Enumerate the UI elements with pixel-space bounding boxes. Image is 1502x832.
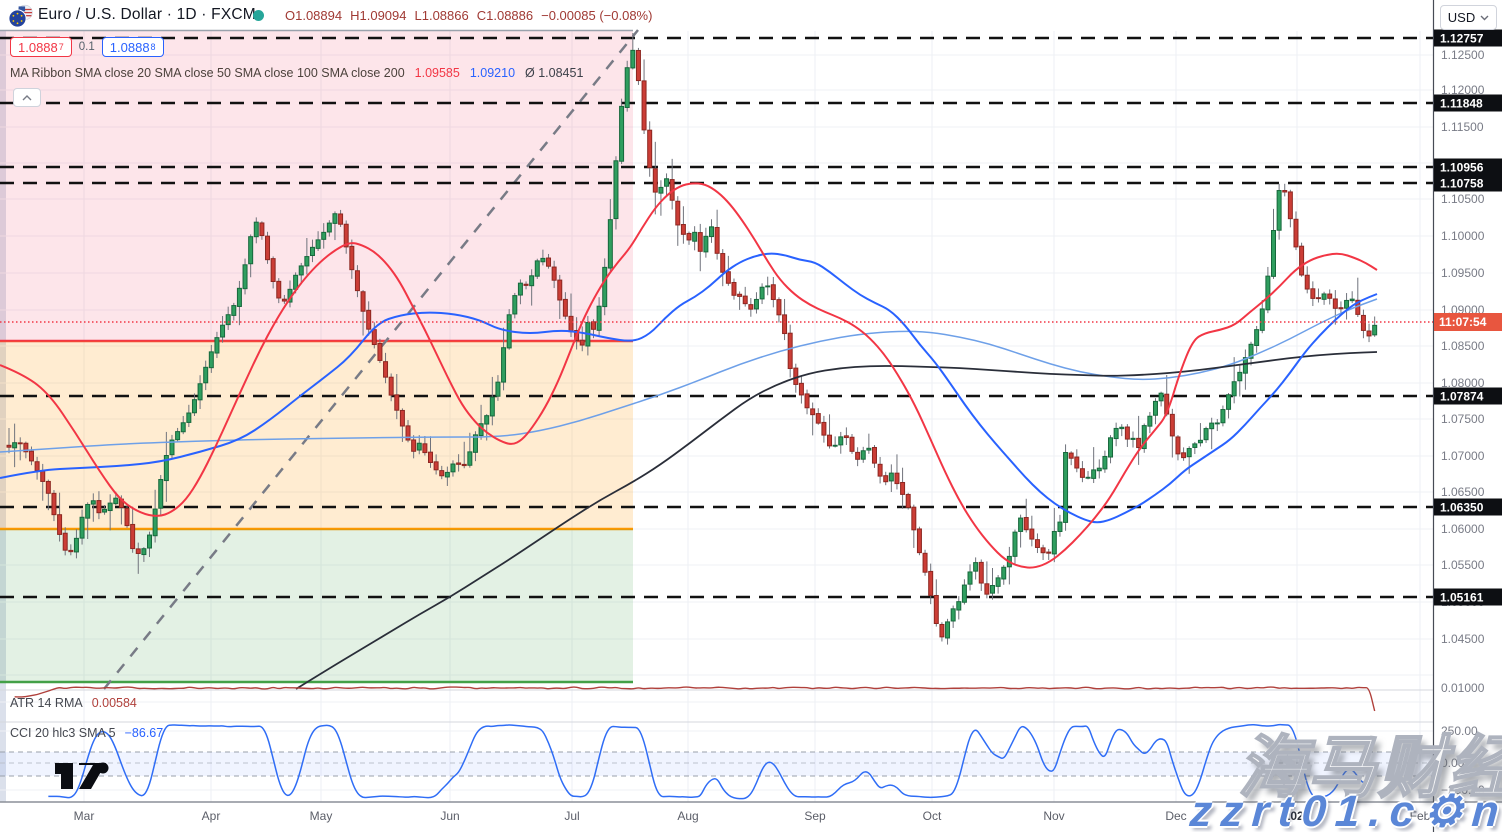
- price-scale-label: 1.12500: [1441, 48, 1485, 62]
- price-level-badge: 1.06350: [1434, 498, 1502, 516]
- time-axis-label: Nov: [1043, 809, 1065, 823]
- sell-price-pip: 7: [58, 42, 64, 52]
- price-level-badge: 1.12757: [1434, 29, 1502, 47]
- price-scale-label: −250.00: [1441, 783, 1485, 797]
- time-axis-label: Jun: [440, 809, 460, 823]
- buy-price-pip: 8: [150, 42, 156, 52]
- bar-countdown-badge: 11:07:54: [1434, 313, 1502, 331]
- price-scale[interactable]: 1.12500 1.12000 1.11500 1.10500 1.10000 1.095…: [1434, 0, 1502, 832]
- cci-value: −86.67: [124, 726, 164, 740]
- price-scale-label: 1.10500: [1441, 192, 1485, 206]
- price-scale-label: 0.00: [1441, 756, 1465, 770]
- price-level-badge: 1.05161: [1434, 588, 1502, 606]
- time-axis-label: Sep: [804, 809, 826, 823]
- ma-line: [0, 252, 1378, 524]
- cci-line: [48, 723, 1376, 800]
- change-value: −0.00085 (−0.08%): [541, 8, 653, 23]
- low-value: L1.08866: [414, 8, 469, 23]
- time-axis-label: Mar: [73, 809, 95, 823]
- sell-price: 1.0888: [18, 40, 58, 55]
- close-value: C1.08886: [476, 8, 534, 23]
- time-axis-label: Apr: [201, 809, 221, 823]
- price-scale-label: 1.05500: [1441, 558, 1485, 572]
- atr-label: ATR 14 RMA: [10, 696, 83, 710]
- price-scale-label: 0.01000: [1441, 681, 1485, 695]
- chevron-up-icon: [22, 94, 32, 100]
- site-watermark: zzrt01.c⚙n: [1188, 787, 1502, 832]
- ma-line: [295, 351, 1378, 690]
- cci-legend[interactable]: CCI 20 hlc3 SMA 5 −86.67: [10, 726, 163, 740]
- time-axis-label: Dec: [1165, 809, 1187, 823]
- ohlc-values: O1.08894 H1.09094 L1.08866 C1.08886 −0.0…: [285, 8, 652, 23]
- price-scale-label: 1.12000: [1441, 83, 1485, 97]
- time-axis[interactable]: Mar Apr May Jun Jul Aug Sep Oct Nov Dec 2024 Feb: [0, 803, 1434, 832]
- buy-button[interactable]: 1.0888 8: [101, 37, 164, 57]
- price-scale-label: 1.09500: [1441, 266, 1485, 280]
- eurusd-pair-icon: [8, 4, 33, 28]
- ma-ribbon-legend[interactable]: MA Ribbon SMA close 20 SMA close 50 SMA …: [10, 66, 583, 80]
- currency-dropdown[interactable]: USD: [1440, 5, 1497, 30]
- candles: [6, 33, 1378, 645]
- price-scale-label: 1.08000: [1441, 376, 1485, 390]
- price-scale-label: 1.10000: [1441, 229, 1485, 243]
- chevron-down-icon: [1480, 15, 1489, 20]
- high-value: H1.09094: [350, 8, 407, 23]
- ma-ribbon-label: MA Ribbon SMA close 20 SMA close 50 SMA …: [10, 66, 405, 80]
- ma-line: [0, 182, 1378, 569]
- price-scale-label: 1.07500: [1441, 412, 1485, 426]
- symbol-title[interactable]: Euro / U.S. Dollar · 1D · FXCM: [38, 6, 256, 23]
- ma-line: [0, 298, 1378, 453]
- atr-legend[interactable]: ATR 14 RMA 0.00584: [10, 696, 137, 710]
- cjk-watermark: 海马财经: [1237, 729, 1502, 807]
- sma20-value: 1.09585: [414, 66, 460, 80]
- sma-average-value: Ø 1.08451: [525, 66, 584, 80]
- cci-label: CCI 20 hlc3 SMA 5: [10, 726, 116, 740]
- price-scale-label: 1.11500: [1441, 120, 1484, 134]
- open-value: O1.08894: [285, 8, 343, 23]
- time-axis-label: 2024: [1283, 809, 1311, 823]
- price-level-badge: 1.11848: [1434, 94, 1502, 112]
- sma50-value: 1.09210: [469, 66, 516, 80]
- sell-button[interactable]: 1.0888 7: [10, 37, 72, 57]
- price-scale-label: 1.04500: [1441, 632, 1485, 646]
- time-axis-label: May: [309, 809, 333, 823]
- time-axis-label: Jul: [564, 809, 580, 823]
- atr-line: [14, 686, 1376, 712]
- price-level-badge: 1.10956: [1434, 158, 1502, 176]
- market-status-icon[interactable]: [253, 10, 264, 21]
- spread-value: 0.1: [78, 41, 95, 53]
- currency-label: USD: [1447, 10, 1476, 25]
- atr-value: 0.00584: [91, 696, 137, 710]
- time-axis-label: Feb: [1409, 809, 1431, 823]
- price-scale-label: 1.06000: [1441, 522, 1485, 536]
- tradingview-logo-icon[interactable]: [55, 762, 109, 790]
- buy-price: 1.0888: [109, 40, 150, 55]
- price-scale-label: 250.00: [1441, 724, 1478, 738]
- price-level-badge: 1.10758: [1434, 174, 1502, 192]
- price-level-badge: 1.07874: [1434, 387, 1502, 405]
- time-axis-label: Aug: [677, 809, 699, 823]
- price-scale-label: 1.06500: [1441, 485, 1485, 499]
- price-scale-label: 1.08500: [1441, 339, 1485, 353]
- collapse-legend-button[interactable]: [13, 88, 41, 107]
- trade-panel: 1.0888 7 0.1 1.0888 8: [10, 37, 164, 57]
- time-axis-label: Oct: [922, 809, 942, 823]
- price-scale-label: 1.07000: [1441, 449, 1485, 463]
